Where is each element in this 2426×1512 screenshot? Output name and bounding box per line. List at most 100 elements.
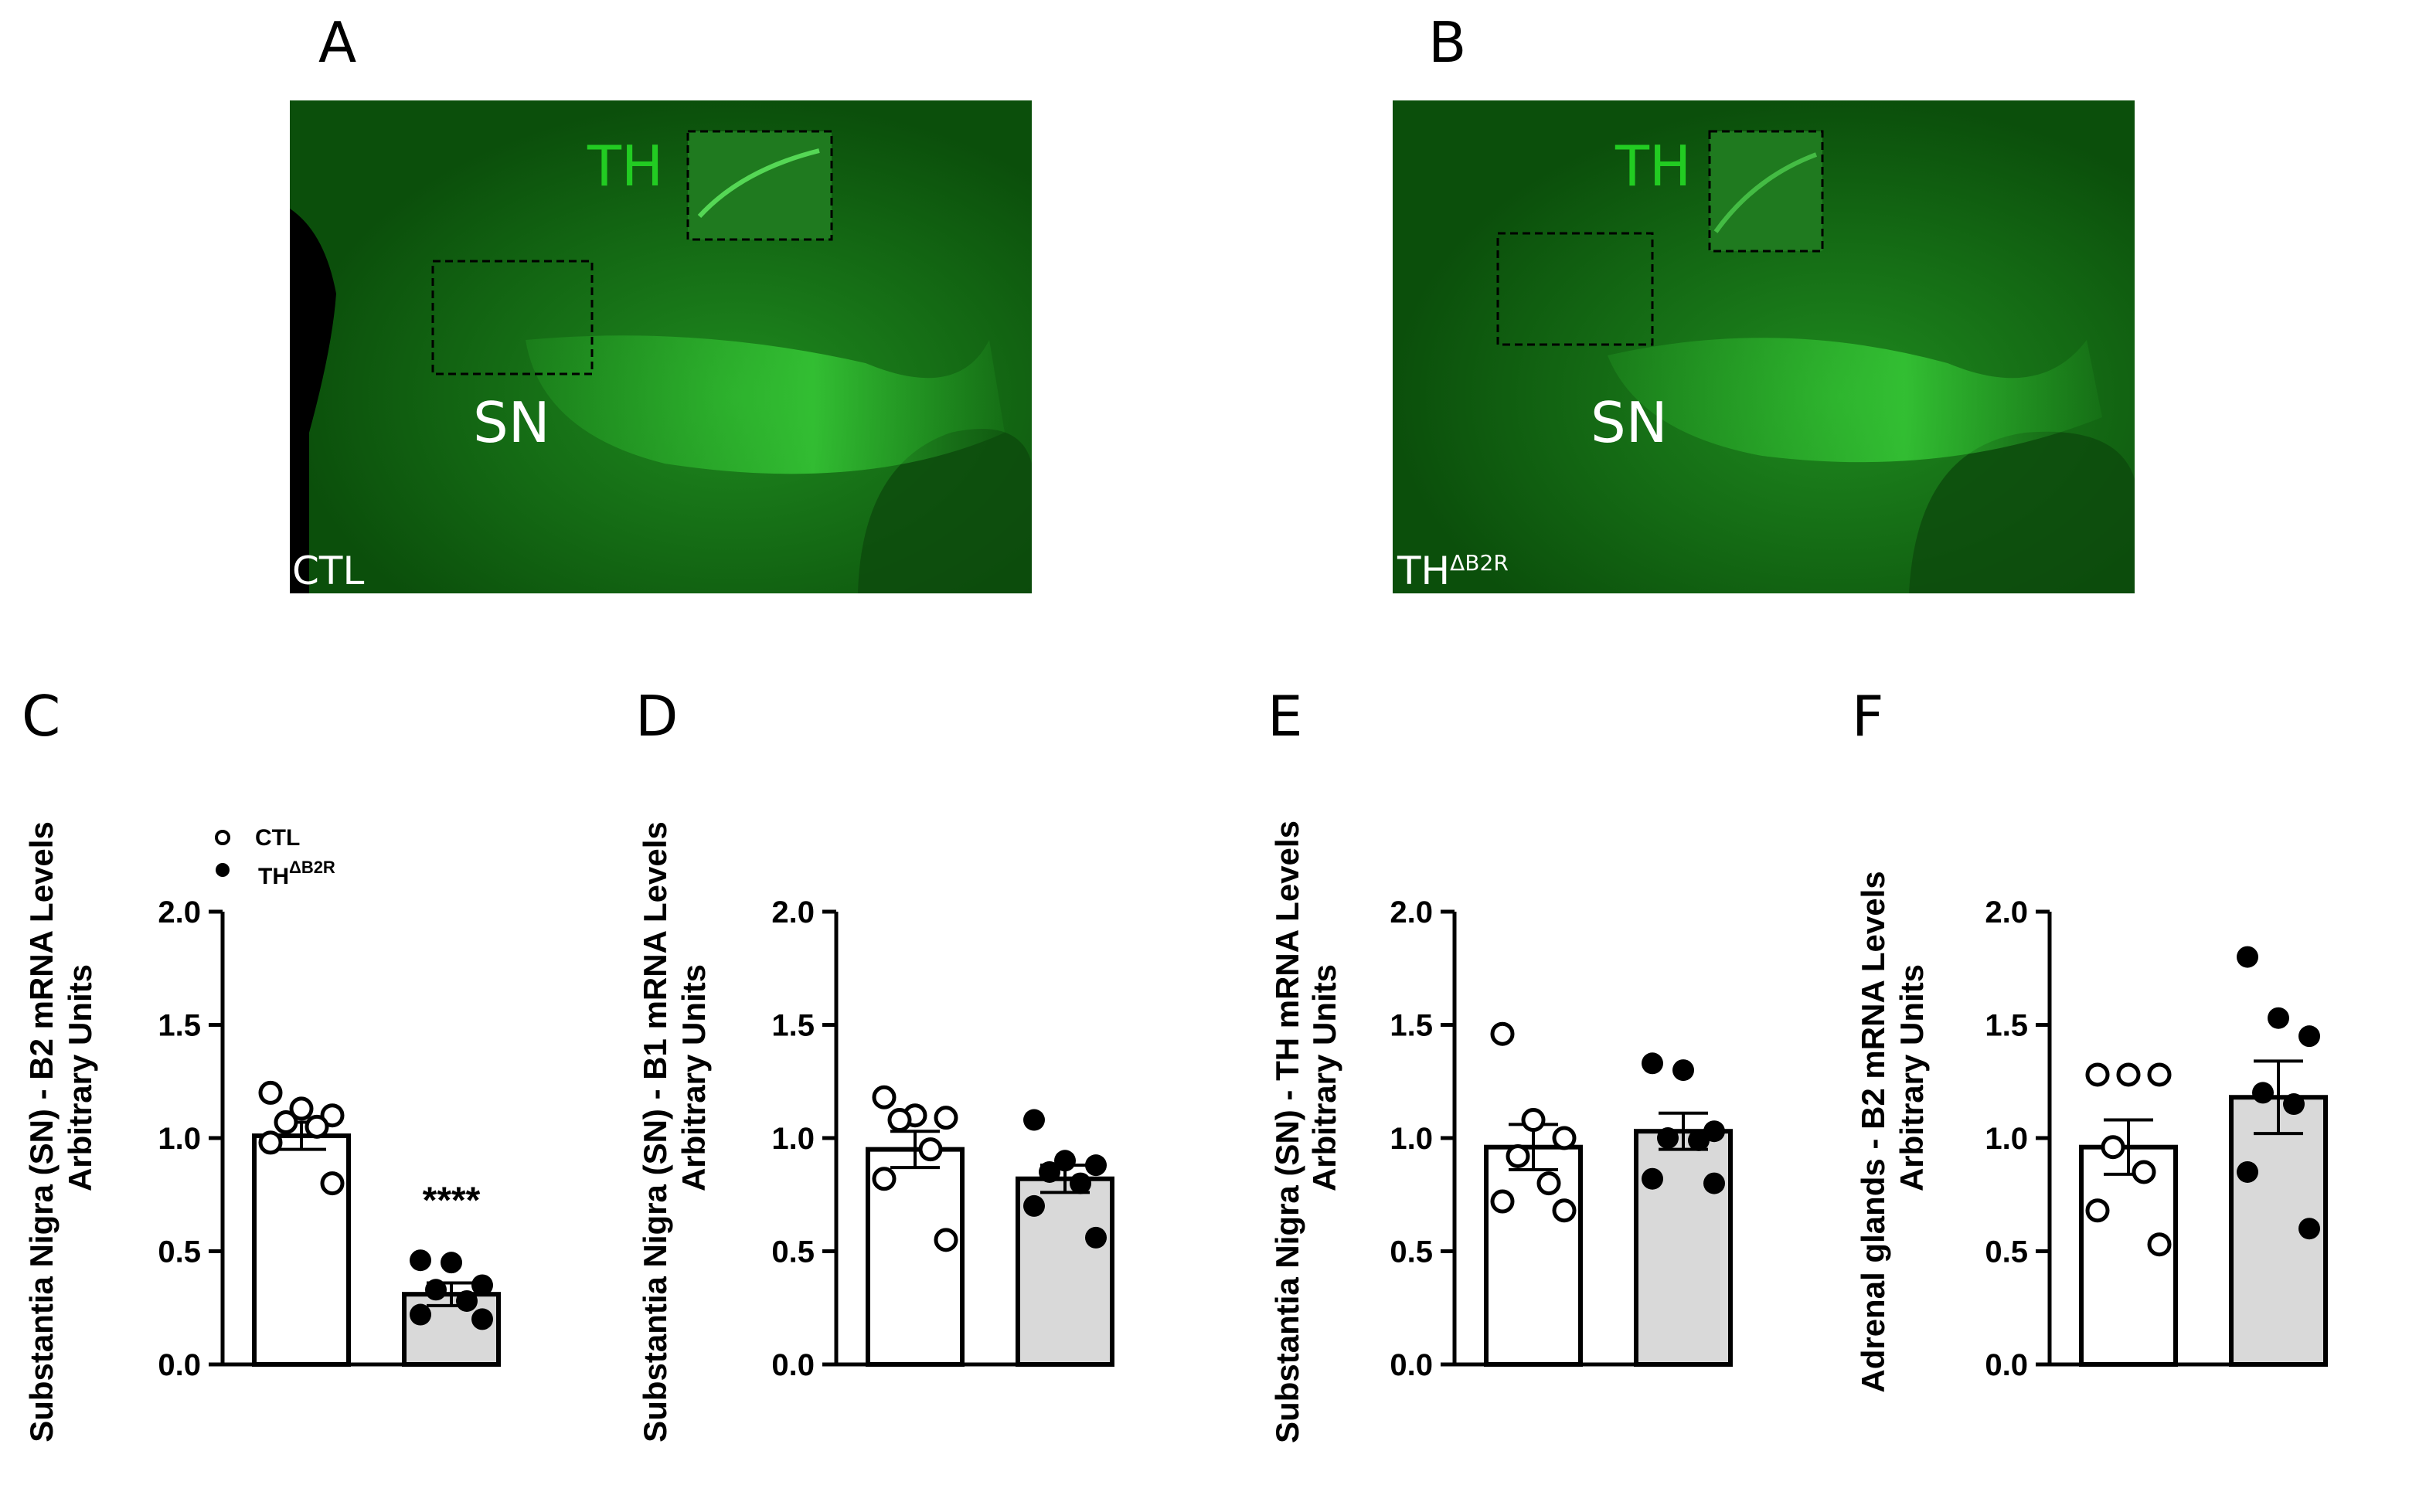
data-point-ctl — [1552, 1126, 1577, 1150]
panel-b: B TH SN THΔB2R — [1393, 10, 2135, 593]
data-point-ctl — [289, 1096, 314, 1121]
y-tick-label: 2.0 — [771, 895, 815, 929]
y-axis-label: Adrenal glands - B2 mRNA Levels — [1855, 871, 1891, 1392]
panel-letter-a: A — [318, 10, 356, 75]
micrograph-a: TH SN CTL — [290, 100, 1032, 593]
data-point-thb2r — [425, 1279, 447, 1301]
zoom-box — [431, 260, 594, 375]
legend-label-base: TH — [258, 864, 289, 889]
panel-letter-c: C — [22, 684, 60, 749]
inset-cells — [697, 148, 820, 219]
legend-label-thb2r: THΔB2R — [258, 858, 335, 889]
data-point-thb2r — [1672, 1059, 1694, 1082]
data-point-thb2r — [471, 1308, 493, 1330]
tissue-lobe — [858, 429, 1032, 593]
y-axis-label: Substantia Nigra (SN) - TH mRNA Levels — [1269, 821, 1305, 1443]
y-axis-label-units: Arbitrary Units — [1894, 964, 1930, 1191]
y-tick-label: 0.0 — [158, 1348, 201, 1382]
data-point-thb2r — [1688, 1129, 1710, 1151]
data-point-thb2r — [2298, 1218, 2320, 1240]
y-tick-label: 1.0 — [1390, 1122, 1433, 1156]
inset — [686, 130, 833, 241]
data-point-thb2r — [2252, 1082, 2274, 1104]
y-axis-label-units: Arbitrary Units — [1306, 964, 1342, 1191]
data-point-ctl — [2101, 1135, 2125, 1160]
y-tick-label: 0.5 — [1985, 1235, 2028, 1269]
data-point-ctl — [934, 1228, 958, 1252]
legend: CTL THΔB2R — [215, 825, 335, 889]
data-point-ctl — [1536, 1171, 1561, 1196]
bar-thb2r — [1634, 1129, 1733, 1367]
y-tick-label: 1.5 — [1390, 1009, 1433, 1043]
panel-a: A TH SN CTL — [290, 10, 1032, 593]
sn-signal — [1608, 338, 2102, 463]
data-point-thb2r — [410, 1249, 431, 1272]
zoom-box — [1496, 232, 1654, 346]
data-point-thb2r — [441, 1252, 462, 1274]
data-point-ctl — [2085, 1062, 2110, 1087]
panel-letter-f: F — [1852, 684, 1883, 749]
y-tick-label: 2.0 — [1390, 895, 1433, 929]
data-point-ctl — [274, 1109, 298, 1134]
data-point-thb2r — [1070, 1172, 1091, 1194]
data-point-ctl — [1552, 1198, 1577, 1223]
data-point-ctl — [887, 1108, 912, 1133]
y-tick-label: 1.5 — [771, 1009, 815, 1043]
data-point-thb2r — [2283, 1093, 2305, 1116]
inset — [1708, 130, 1824, 253]
data-point-thb2r — [471, 1274, 493, 1296]
legend-marker-ctl — [215, 830, 230, 845]
chart-d: D Substantia Nigra (SN) - B1 mRNA Levels A… — [635, 684, 1114, 1442]
group-label-a: CTL — [292, 549, 364, 593]
data-point-ctl — [320, 1103, 345, 1128]
stain-label-b: TH — [1614, 134, 1691, 199]
data-point-ctl — [2147, 1062, 2172, 1087]
sn-signal — [526, 335, 1005, 474]
panel-letter-d: D — [635, 684, 678, 749]
data-point-thb2r — [1085, 1154, 1107, 1177]
data-point-ctl — [934, 1106, 958, 1130]
y-axis-label: Substantia Nigra (SN) - B1 mRNA Levels — [637, 821, 673, 1442]
data-point-ctl — [1521, 1108, 1546, 1133]
data-point-ctl — [1490, 1189, 1515, 1214]
y-tick-label: 0.5 — [1390, 1235, 1433, 1269]
y-tick-label: 0.5 — [158, 1235, 201, 1269]
legend-label-sup: ΔB2R — [289, 858, 335, 877]
region-label-a: SN — [473, 390, 550, 455]
y-tick-label: 1.0 — [158, 1122, 201, 1156]
data-point-thb2r — [2268, 1007, 2289, 1029]
group-label-b: THΔB2R — [1397, 549, 1509, 593]
data-point-ctl — [2085, 1198, 2110, 1223]
data-point-ctl — [2132, 1160, 2156, 1184]
panel-letter-e: E — [1267, 684, 1303, 749]
y-tick-label: 1.0 — [771, 1122, 815, 1156]
legend-label-ctl: CTL — [255, 825, 300, 851]
data-point-ctl — [305, 1114, 329, 1139]
y-tick-label: 1.5 — [158, 1009, 201, 1043]
data-point-thb2r — [410, 1303, 431, 1326]
data-point-thb2r — [1642, 1167, 1663, 1190]
data-point-thb2r — [1085, 1226, 1107, 1249]
legend-marker-thb2r — [216, 863, 230, 877]
data-point-ctl — [320, 1171, 345, 1196]
chart-e: E Substantia Nigra (SN) - TH mRNA Levels A… — [1267, 684, 1733, 1443]
y-tick-label: 1.0 — [1985, 1122, 2028, 1156]
data-point-thb2r — [1054, 1150, 1076, 1172]
data-point-thb2r — [456, 1289, 478, 1312]
data-point-thb2r — [1642, 1052, 1663, 1075]
y-tick-label: 0.0 — [1985, 1348, 2028, 1382]
chart-f: F Adrenal glands - B2 mRNA Levels Arbitrar… — [1852, 684, 2328, 1393]
y-tick-label: 2.0 — [1985, 895, 2028, 929]
y-tick-label: 1.5 — [1985, 1009, 2028, 1043]
group-label-sup: ΔB2R — [1450, 550, 1509, 576]
data-point-ctl — [1506, 1143, 1530, 1168]
y-axis-label-units: Arbitrary Units — [62, 964, 98, 1191]
significance-label: **** — [423, 1181, 481, 1221]
data-point-thb2r — [2237, 1160, 2258, 1183]
region-label-b: SN — [1591, 390, 1668, 455]
chart-c: C Substantia Nigra (SN) - B2 mRNA Levels A… — [22, 684, 501, 1442]
inset-cells — [1713, 152, 1818, 233]
y-axis-label: Substantia Nigra (SN) - B2 mRNA Levels — [23, 821, 60, 1442]
y-tick-label: 2.0 — [158, 895, 201, 929]
